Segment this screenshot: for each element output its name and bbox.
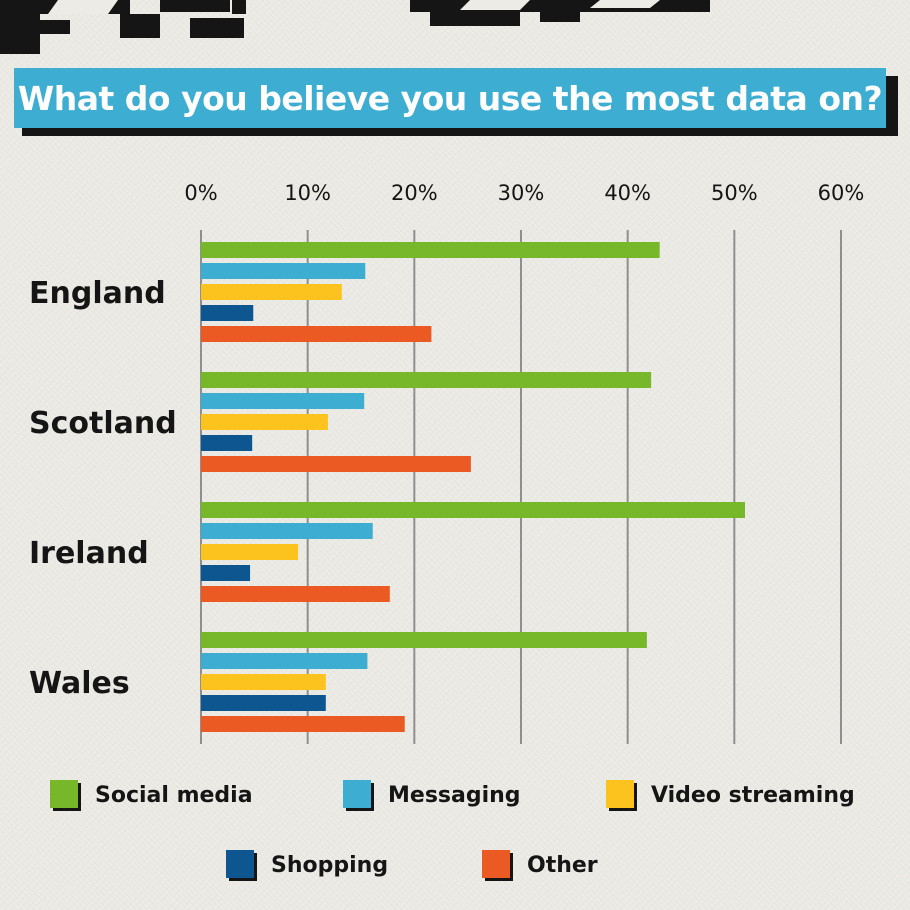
legend-label-social-media: Social media [95,783,253,808]
x-axis-tick-labels: 0% 10% 20% 30% 40% 50% 60% [184,181,864,205]
bar-scotland-video-streaming [201,414,328,430]
bar-ireland-shopping [201,565,251,581]
bar-england-video-streaming [201,284,342,300]
category-label-scotland: Scotland [29,406,177,441]
x-tick-label-50: 50% [711,181,758,205]
bar-wales-social-media [201,632,647,648]
legend-swatch-messaging [343,780,371,808]
x-tick-label-40: 40% [604,181,651,205]
bar-england-other [201,326,432,342]
legend-swatch-social-media [50,780,78,808]
x-tick-label-60: 60% [818,181,865,205]
bar-scotland-messaging [201,393,365,409]
category-label-wales: Wales [29,666,130,701]
decorative-top-border [0,0,710,54]
legend-swatch-video-streaming [606,780,634,808]
bar-ireland-video-streaming [201,544,299,560]
bars [201,242,745,732]
legend-label-shopping: Shopping [271,853,388,878]
bar-scotland-social-media [201,372,652,388]
bar-wales-other [201,716,405,732]
x-tick-label-10: 10% [284,181,331,205]
bar-england-shopping [201,305,254,321]
bar-ireland-social-media [201,502,745,518]
x-tick-label-0: 0% [184,181,217,205]
x-tick-label-30: 30% [498,181,545,205]
bar-scotland-other [201,456,471,472]
legend-label-messaging: Messaging [388,783,521,808]
category-labels: England Scotland Ireland Wales [29,276,177,701]
chart-title: What do you believe you use the most dat… [17,78,883,118]
x-tick-label-20: 20% [391,181,438,205]
category-label-england: England [29,276,166,311]
gridlines [200,230,842,744]
title-banner: What do you believe you use the most dat… [14,68,886,128]
category-label-ireland: Ireland [29,536,149,571]
legend-swatch-shopping [226,850,254,878]
bar-wales-messaging [201,653,368,669]
legend: Social media Messaging Video streaming Shop… [50,780,855,881]
bar-wales-shopping [201,695,326,711]
bar-england-social-media [201,242,660,258]
bar-scotland-shopping [201,435,253,451]
legend-swatch-other [482,850,510,878]
legend-label-other: Other [527,853,598,878]
bar-ireland-other [201,586,390,602]
legend-label-video-streaming: Video streaming [651,783,855,808]
bar-ireland-messaging [201,523,373,539]
bar-england-messaging [201,263,366,279]
bar-wales-video-streaming [201,674,326,690]
